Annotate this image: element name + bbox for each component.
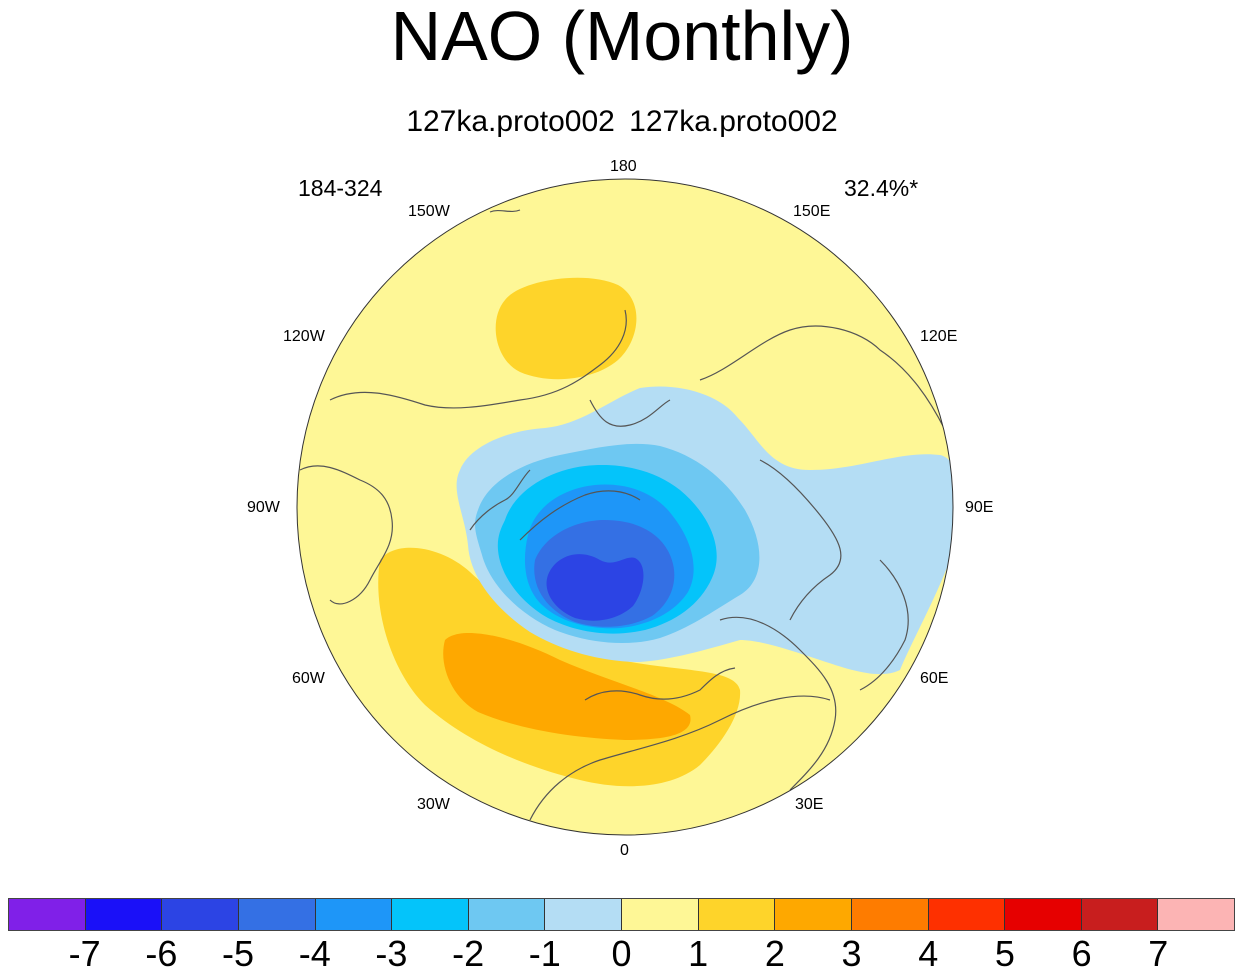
contour-atlantic-positive-core <box>443 632 691 740</box>
colorbar-cell <box>162 899 239 930</box>
colorbar-cell <box>928 899 1006 930</box>
lon-label-60w: 60W <box>292 670 325 687</box>
colorbar-cell <box>85 899 163 930</box>
colorbar-label: 4 <box>918 933 939 974</box>
lon-label-150w: 150W <box>408 203 450 220</box>
variance-label: 32.4%* <box>844 175 919 201</box>
colorbar-label: -7 <box>68 933 101 974</box>
colorbar-cell <box>1081 899 1159 930</box>
colorbar-label: -1 <box>528 933 561 974</box>
lon-label-0: 0 <box>620 842 629 859</box>
colorbar-cell <box>392 899 469 930</box>
colorbar-label: 6 <box>1071 933 1092 974</box>
colorbar-cell <box>468 899 546 930</box>
map-outline <box>296 178 954 836</box>
lon-label-30w: 30W <box>417 796 450 813</box>
colorbar-cell <box>545 899 622 930</box>
colorbar-cell <box>851 899 929 930</box>
colorbar-label: -2 <box>452 933 485 974</box>
colorbar <box>8 898 1235 931</box>
colorbar-cell <box>9 899 86 930</box>
colorbar-label: -6 <box>145 933 178 974</box>
colorbar-label: 1 <box>688 933 709 974</box>
colorbar-cell <box>1005 899 1082 930</box>
colorbar-cell <box>622 899 699 930</box>
colorbar-cell <box>775 899 852 930</box>
colorbar-label: 2 <box>764 933 785 974</box>
colorbar-label: -4 <box>298 933 331 974</box>
colorbar-cell <box>698 899 776 930</box>
colorbar-cell <box>315 899 393 930</box>
lon-label-120w: 120W <box>283 328 325 345</box>
plot-title: NAO (Monthly) <box>390 0 854 75</box>
colorbar-cell <box>1158 899 1234 930</box>
lon-label-90e: 90E <box>965 499 994 516</box>
lon-label-90w: 90W <box>247 499 280 516</box>
colorbar-label: 5 <box>994 933 1015 974</box>
contour-pacific-positive <box>495 277 637 380</box>
colorbar-label: -5 <box>222 933 255 974</box>
lon-label-120e: 120E <box>920 328 958 345</box>
lon-label-60e: 60E <box>920 670 949 687</box>
colorbar-label: 3 <box>841 933 862 974</box>
plot-subtitle: 127ka.proto002 127ka.proto002 <box>406 105 838 138</box>
map-contours <box>297 179 953 835</box>
contour-negative-6 <box>546 554 644 621</box>
lon-label-30e: 30E <box>795 796 824 813</box>
colorbar-cell <box>238 899 316 930</box>
colorbar-label: 7 <box>1148 933 1169 974</box>
colorbar-label: -3 <box>375 933 408 974</box>
coastlines <box>299 209 946 821</box>
lon-label-150e: 150E <box>793 203 831 220</box>
years-label: 184-324 <box>298 175 383 201</box>
colorbar-label: 0 <box>611 933 632 974</box>
lon-label-180: 180 <box>610 158 637 175</box>
